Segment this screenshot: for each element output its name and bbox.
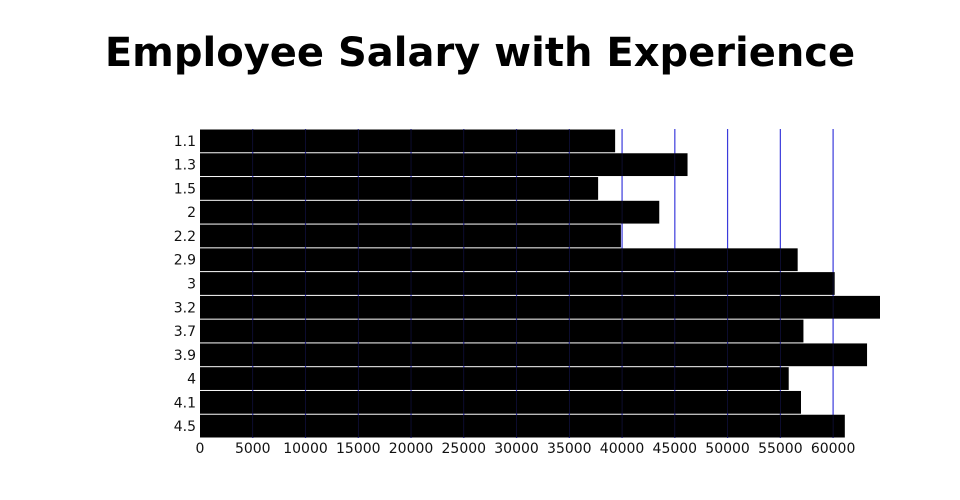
x-tick-label: 40000 (600, 441, 645, 457)
bar (200, 272, 835, 295)
bar (200, 343, 868, 367)
bar (200, 153, 688, 177)
y-tick-label: 3.2 (174, 300, 196, 316)
y-tick-label: 4.1 (174, 395, 196, 411)
x-tick-label: 50000 (705, 441, 750, 457)
bar (200, 129, 616, 153)
y-tick-label: 1.1 (174, 134, 196, 150)
x-tick-label: 35000 (547, 441, 592, 457)
bar (200, 248, 798, 272)
x-tick-label: 45000 (653, 441, 698, 457)
x-tick-label: 20000 (389, 441, 434, 457)
x-tick-label: 10000 (283, 441, 328, 457)
bar (200, 414, 845, 438)
x-tick-label: 60000 (811, 441, 856, 457)
chart-title: Employee Salary with Experience (104, 30, 856, 76)
y-tick-label: 3.7 (174, 324, 196, 340)
grid-overlay-layer (252, 129, 834, 438)
x-tick-labels: 0 5000 10000 15000 20000 25000 30000 35000 40000… (196, 441, 856, 457)
bar-layer (200, 129, 880, 438)
bar (200, 295, 880, 319)
x-tick-label: 25000 (442, 441, 487, 457)
y-tick-labels: 1.1 1.3 1.5 2 2.2 2.9 3 3.2 3.7 3.9 4 4.1 4.5 (174, 134, 196, 435)
y-tick-label: 2.9 (174, 253, 196, 269)
y-tick-label: 4.5 (174, 419, 196, 435)
x-tick-label: 55000 (758, 441, 803, 457)
bar (200, 390, 801, 414)
y-tick-label: 2 (187, 205, 196, 221)
y-tick-label: 3 (187, 277, 196, 293)
bar (200, 177, 599, 200)
x-tick-label: 0 (196, 441, 205, 457)
x-tick-label: 30000 (494, 441, 539, 457)
x-tick-label: 5000 (235, 441, 271, 457)
x-tick-label: 15000 (336, 441, 381, 457)
y-tick-label: 3.9 (174, 348, 196, 364)
y-tick-label: 4 (187, 372, 196, 388)
bar (200, 200, 660, 224)
y-tick-label: 1.3 (174, 158, 196, 174)
y-tick-label: 1.5 (174, 181, 196, 197)
bar (200, 367, 789, 390)
bar (200, 319, 804, 343)
y-tick-label: 2.2 (174, 229, 196, 245)
bar (200, 224, 621, 248)
